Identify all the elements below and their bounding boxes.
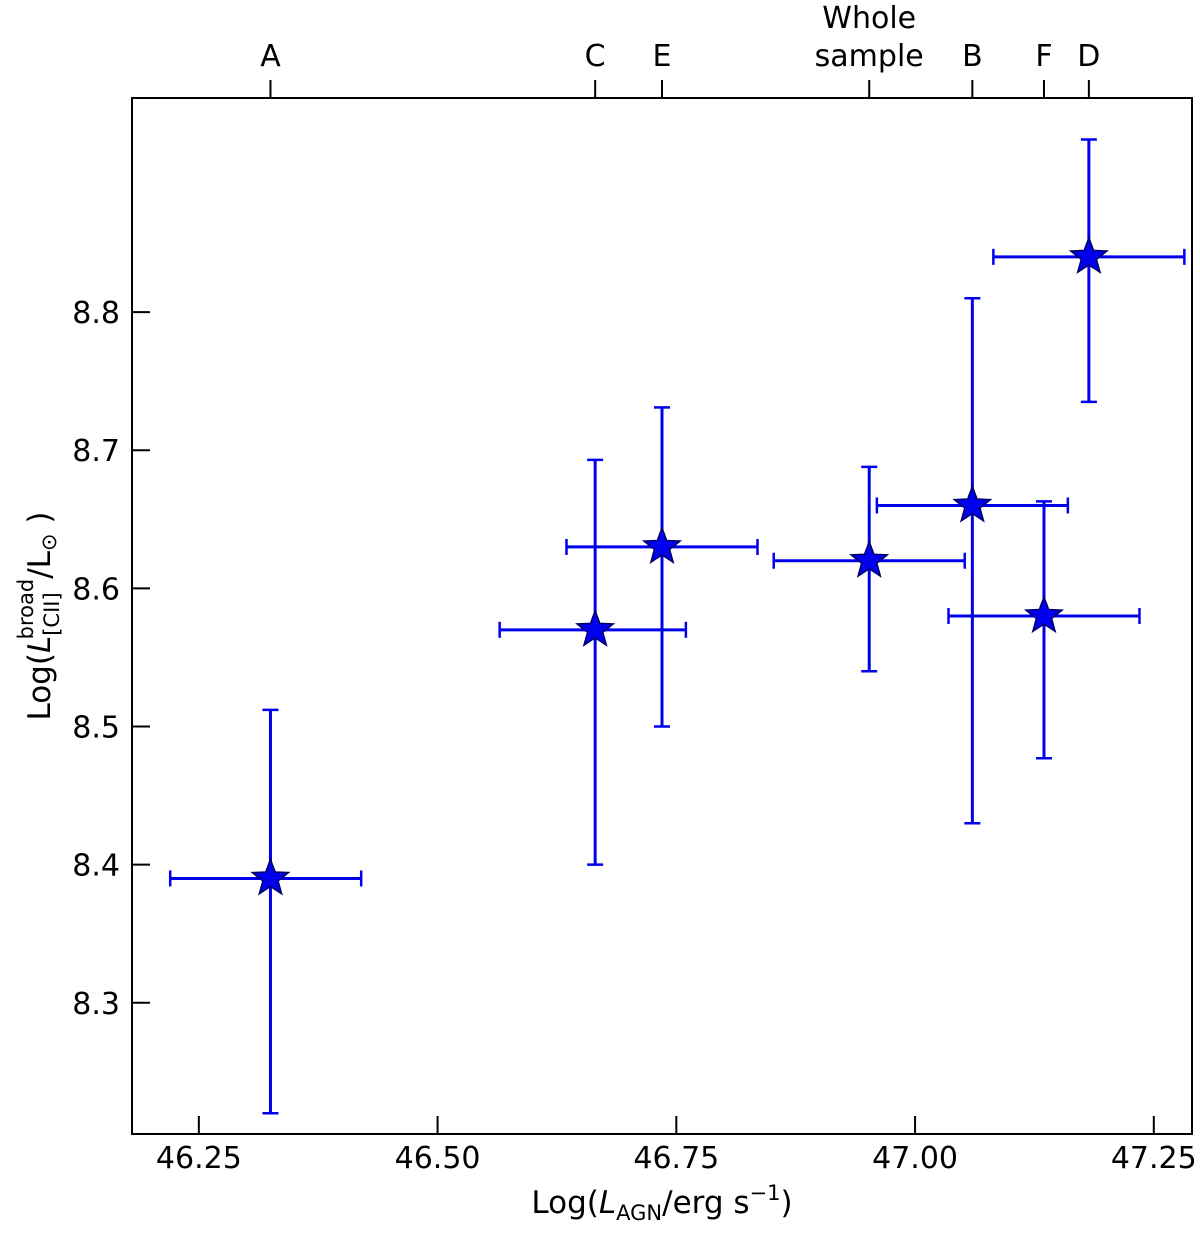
top-tick-label: D <box>1077 39 1100 74</box>
data-points <box>168 138 1186 1115</box>
x-tick-label: 46.50 <box>395 1141 481 1176</box>
x-tick-label: 46.75 <box>633 1141 719 1176</box>
star-marker <box>1023 594 1065 634</box>
star-marker <box>952 484 993 523</box>
star-marker <box>250 857 291 896</box>
x-axis-ticks: 46.25 46.50 46.75 47.00 47.25 <box>156 1116 1197 1176</box>
y-tick-label: 8.3 <box>72 987 120 1022</box>
y-tick-label: 8.4 <box>72 849 120 884</box>
top-tick-label: B <box>962 39 983 74</box>
top-tick-label: F <box>1035 39 1052 74</box>
y-tick-label: 8.5 <box>72 711 120 746</box>
top-tick-label: E <box>653 39 672 74</box>
data-point <box>992 138 1186 404</box>
y-tick-label: 8.8 <box>72 296 120 331</box>
star-marker <box>849 539 890 578</box>
data-point <box>772 465 966 673</box>
data-point <box>565 406 759 728</box>
x-tick-label: 46.25 <box>156 1141 242 1176</box>
x-tick-label: 47.25 <box>1111 1141 1197 1176</box>
data-point <box>947 500 1141 760</box>
y-tick-label: 8.6 <box>72 572 120 607</box>
top-tick-label: A <box>260 39 281 74</box>
x-tick-label: 47.00 <box>872 1141 958 1176</box>
y-axis-ticks: 8.3 8.4 8.5 8.6 8.7 8.8 <box>72 296 150 1022</box>
y-tick-label: 8.7 <box>72 434 120 469</box>
data-point <box>875 297 1070 825</box>
top-tick-label: sample <box>815 39 924 74</box>
y-axis-label: Log(L[CII]broad/L⊙ ) <box>14 511 64 720</box>
data-point <box>498 458 688 866</box>
top-tick-label: C <box>585 39 606 74</box>
data-point <box>168 708 363 1115</box>
star-marker <box>575 608 616 647</box>
star-marker <box>641 525 683 565</box>
x-axis-label: Log(LAGN/erg s−1) <box>531 1181 792 1225</box>
top-tick-label: Whole <box>822 1 916 36</box>
star-marker <box>1068 235 1109 274</box>
